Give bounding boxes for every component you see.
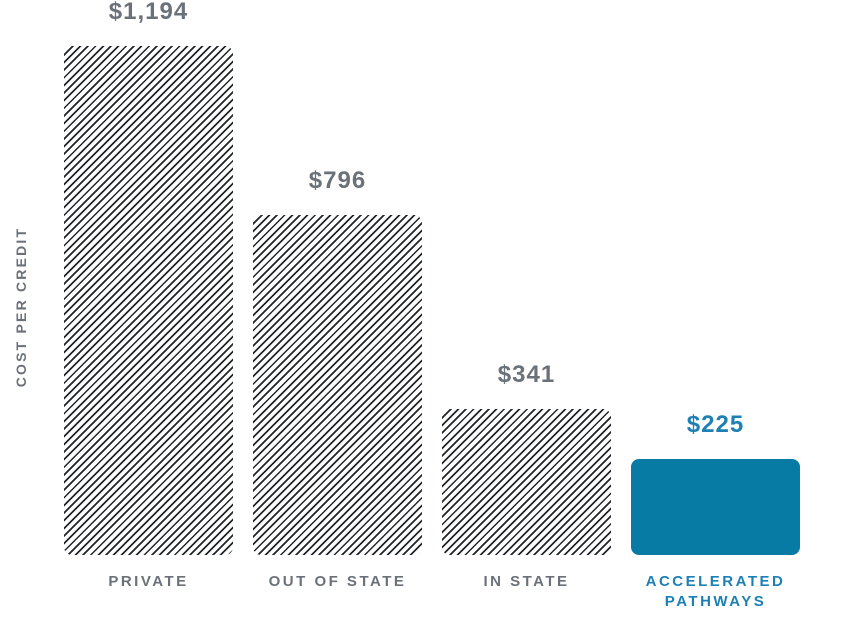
bar-columns: $1,194 PRIVATE $796 OUT OF STATE $341 IN… <box>64 0 800 618</box>
category-label: IN STATE <box>483 573 570 590</box>
y-axis-label: COST PER CREDIT <box>13 226 29 388</box>
value-label: $796 <box>308 167 367 194</box>
category-label: ACCELERATED PATHWAYS <box>645 573 786 610</box>
bar-column: $225 ACCELERATED PATHWAYS <box>631 0 800 618</box>
bar-column: $341 IN STATE <box>442 0 611 618</box>
bar <box>253 215 422 555</box>
bar-column: $796 OUT OF STATE <box>253 0 422 618</box>
bar <box>631 459 800 555</box>
value-label: $225 <box>686 411 745 438</box>
bar <box>442 409 611 555</box>
category-label: PRIVATE <box>108 573 189 590</box>
category-label: OUT OF STATE <box>268 573 407 590</box>
bar <box>64 46 233 555</box>
value-label: $1,194 <box>108 0 189 25</box>
value-label: $341 <box>497 361 556 388</box>
bar-column: $1,194 PRIVATE <box>64 0 233 618</box>
